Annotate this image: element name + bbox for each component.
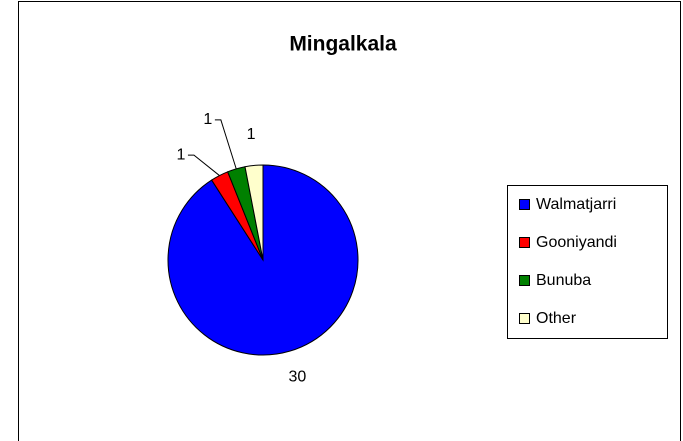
legend-label: Bunuba bbox=[536, 272, 591, 289]
legend-box bbox=[507, 185, 668, 339]
leader-line bbox=[214, 119, 237, 169]
legend-swatch bbox=[519, 237, 530, 248]
data-label: 1 bbox=[203, 111, 212, 128]
legend-label: Gooniyandi bbox=[536, 234, 617, 251]
legend-label: Walmatjarri bbox=[536, 196, 616, 213]
legend-swatch bbox=[519, 275, 530, 286]
data-label: 1 bbox=[247, 126, 256, 143]
data-label: 30 bbox=[288, 368, 306, 385]
data-label: 1 bbox=[176, 146, 185, 163]
chart-title: Mingalkala bbox=[289, 33, 397, 56]
legend-label: Other bbox=[536, 310, 577, 327]
leader-line bbox=[187, 154, 220, 176]
pie-slice bbox=[244, 164, 264, 261]
legend-swatch bbox=[519, 313, 530, 324]
legend-swatch bbox=[519, 199, 530, 210]
